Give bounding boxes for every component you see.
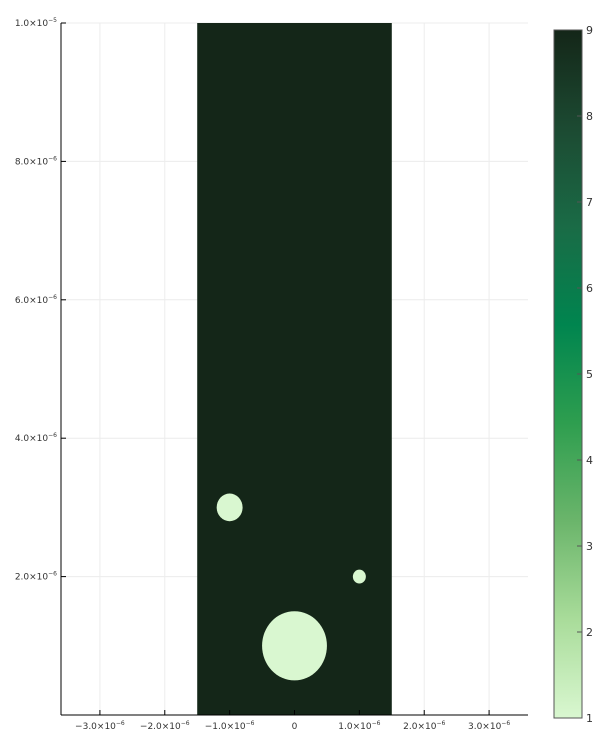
x-tick-label: −1.0×10−6: [205, 720, 255, 732]
colorbar-tick-label: 5: [586, 368, 593, 381]
heatmap-region: [197, 23, 392, 715]
colorbar-tick-label: 3: [586, 540, 593, 553]
colorbar-tick-label: 7: [586, 196, 593, 209]
colorbar-tick-label: 8: [586, 110, 593, 123]
y-tick-label: 4.0×10−6: [15, 432, 57, 444]
colorbar-tick-label: 6: [586, 282, 593, 295]
x-tick-label: 0: [292, 722, 298, 732]
data-layer: [197, 23, 392, 715]
circle-medium: [216, 493, 243, 522]
colorbar-tick-label: 1: [586, 712, 593, 725]
circle-small: [352, 569, 366, 584]
x-tick-label: 3.0×10−6: [468, 720, 510, 732]
y-tick-label: 1.0×10−5: [15, 17, 57, 29]
x-tick-label: 2.0×10−6: [403, 720, 445, 732]
y-tick-label: 2.0×10−6: [15, 571, 57, 583]
circle-large: [262, 611, 327, 681]
y-tick-label: 6.0×10−6: [15, 294, 57, 306]
colorbar: 1 2 3 4 5 6 7 8 9: [553, 24, 593, 725]
y-tick-label: 8.0×10−6: [15, 155, 57, 167]
colorbar-tick-label: 4: [586, 454, 593, 467]
x-tick-label: 1.0×10−6: [338, 720, 380, 732]
x-tick-label: −2.0×10−6: [140, 720, 190, 732]
colorbar-tick-label: 2: [586, 626, 593, 639]
colorbar-tick-label: 9: [586, 24, 593, 37]
axes: −3.0×10−6 −2.0×10−6 −1.0×10−6 0 1.0×10−6 2.0×…: [15, 17, 528, 732]
x-tick-label: −3.0×10−6: [75, 720, 125, 732]
